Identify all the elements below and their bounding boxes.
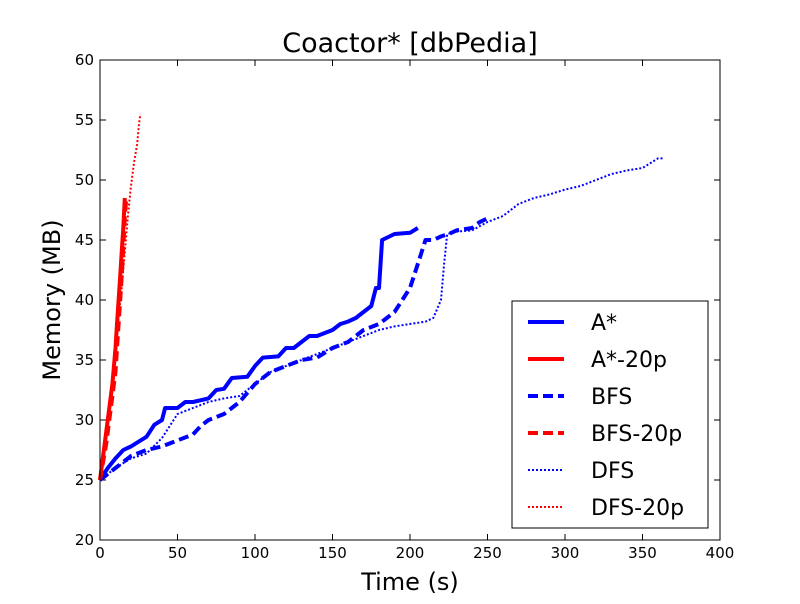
chart-title: Coactor* [dbPedia] xyxy=(282,28,538,59)
y-tick-label: 60 xyxy=(75,51,94,69)
x-tick-label: 250 xyxy=(473,544,502,562)
legend-box xyxy=(511,300,709,529)
x-tick-label: 150 xyxy=(318,544,347,562)
legend-label: DFS-20p xyxy=(591,496,684,521)
legend-label: A*-20p xyxy=(591,348,667,373)
x-tick-label: 100 xyxy=(241,544,270,562)
x-tick-label: 0 xyxy=(95,544,105,562)
legend-label: BFS-20p xyxy=(591,422,682,447)
series-line-0 xyxy=(98,226,419,482)
x-tick-label: 350 xyxy=(628,544,657,562)
legend: A* A*-20p BFS BFS-20p DFS DFS-20p xyxy=(511,300,709,529)
y-tick-label: 35 xyxy=(75,351,94,369)
y-tick-label: 55 xyxy=(75,111,94,129)
x-tick-label: 300 xyxy=(551,544,580,562)
x-axis-label: Time (s) xyxy=(360,568,459,596)
y-tick-label: 40 xyxy=(75,291,94,309)
series-line-3 xyxy=(98,197,129,481)
legend-label: BFS xyxy=(591,385,632,410)
y-tick-label: 50 xyxy=(75,171,94,189)
x-tick-label: 400 xyxy=(706,544,735,562)
legend-label: DFS xyxy=(591,459,634,484)
y-tick-label: 20 xyxy=(75,531,94,549)
y-tick-label: 45 xyxy=(75,231,94,249)
series-lines xyxy=(98,113,663,482)
axis-ticks: 0 50 100 150 200 250 300 350 400 20 25 30 35 40 45 50 55… xyxy=(75,51,734,562)
series-line-4 xyxy=(99,157,663,481)
series-line-5 xyxy=(99,113,142,481)
y-tick-label: 30 xyxy=(75,411,94,429)
plot-frame xyxy=(99,59,721,541)
x-tick-label: 50 xyxy=(168,544,187,562)
y-tick-label: 25 xyxy=(75,471,94,489)
y-axis-label: Memory (MB) xyxy=(38,219,66,380)
legend-label: A* xyxy=(591,311,617,336)
series-line-2 xyxy=(98,216,489,482)
x-tick-label: 200 xyxy=(396,544,425,562)
